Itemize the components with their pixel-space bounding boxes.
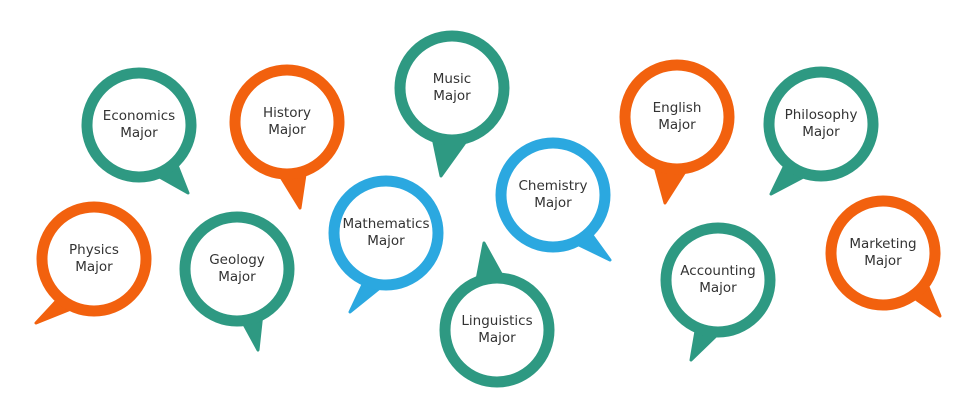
speech-bubble-chemistry [495,137,612,262]
geology-label-line2: Major [218,269,256,285]
music-label-line1: Music [432,71,472,87]
mathematics-label-line2: Major [367,233,405,249]
marketing-major-label: Marketing Major [823,236,943,270]
accounting-label-line2: Major [699,280,737,296]
history-label-line2: Major [268,122,306,138]
speech-bubble-linguistics [439,241,555,388]
linguistics-major-label: Linguistics Major [437,313,557,347]
bubble-ring-marketing [825,195,941,311]
geology-major-label: Geology Major [177,252,297,286]
physics-label-line1: Physics [69,242,119,258]
chemistry-label-line1: Chemistry [518,178,588,194]
mathematics-major-label: Mathematics Major [326,216,446,250]
chemistry-label-line2: Major [534,195,572,211]
speech-bubble-accounting [660,222,776,362]
speech-bubble-mathematics [328,175,444,314]
speech-bubble-geology [179,211,295,352]
english-major-label: English Major [617,100,737,134]
philosophy-major-label: Philosophy Major [761,107,881,141]
history-label-line1: History [262,105,312,121]
english-label-line1: English [652,100,702,116]
physics-label-line2: Major [75,259,113,275]
speech-bubble-economics [81,67,197,195]
bubble-ring-linguistics [439,272,555,388]
speech-bubble-english [619,59,735,205]
bubble-ring-geology [179,211,295,327]
economics-label-line2: Major [120,125,158,141]
bubble-ring-economics [81,67,197,183]
economics-major-label: Economics Major [79,108,199,142]
bubble-ring-philosophy [763,66,879,182]
marketing-label-line1: Marketing [849,236,917,252]
bubble-ring-english [619,59,735,175]
speech-bubble-history [229,64,345,210]
bubble-ring-chemistry [495,137,611,253]
bubble-ring-music [394,30,510,146]
geology-label-line1: Geology [209,252,265,268]
accounting-major-label: Accounting Major [658,263,778,297]
bubble-ring-history [229,64,345,180]
bubble-ring-physics [36,201,152,317]
bubble-ring-mathematics [328,175,444,291]
english-label-line2: Major [658,117,696,133]
linguistics-label-line2: Major [478,330,516,346]
philosophy-label-line2: Major [802,124,840,140]
marketing-label-line2: Major [864,253,902,269]
speech-bubble-physics [34,201,152,325]
music-label-line2: Major [433,88,471,104]
philosophy-label-line1: Philosophy [784,107,858,123]
speech-bubble-philosophy [763,66,879,196]
bubble-ring-accounting [660,222,776,338]
speech-bubble-music [394,30,510,178]
physics-major-label: Physics Major [34,242,154,276]
speech-bubble-marketing [825,195,942,318]
music-major-label: Music Major [392,71,512,105]
history-major-label: History Major [227,105,347,139]
chemistry-major-label: Chemistry Major [493,178,613,212]
accounting-label-line1: Accounting [680,263,756,279]
mathematics-label-line1: Mathematics [342,216,430,232]
economics-label-line1: Economics [102,108,176,124]
linguistics-label-line1: Linguistics [461,313,533,329]
